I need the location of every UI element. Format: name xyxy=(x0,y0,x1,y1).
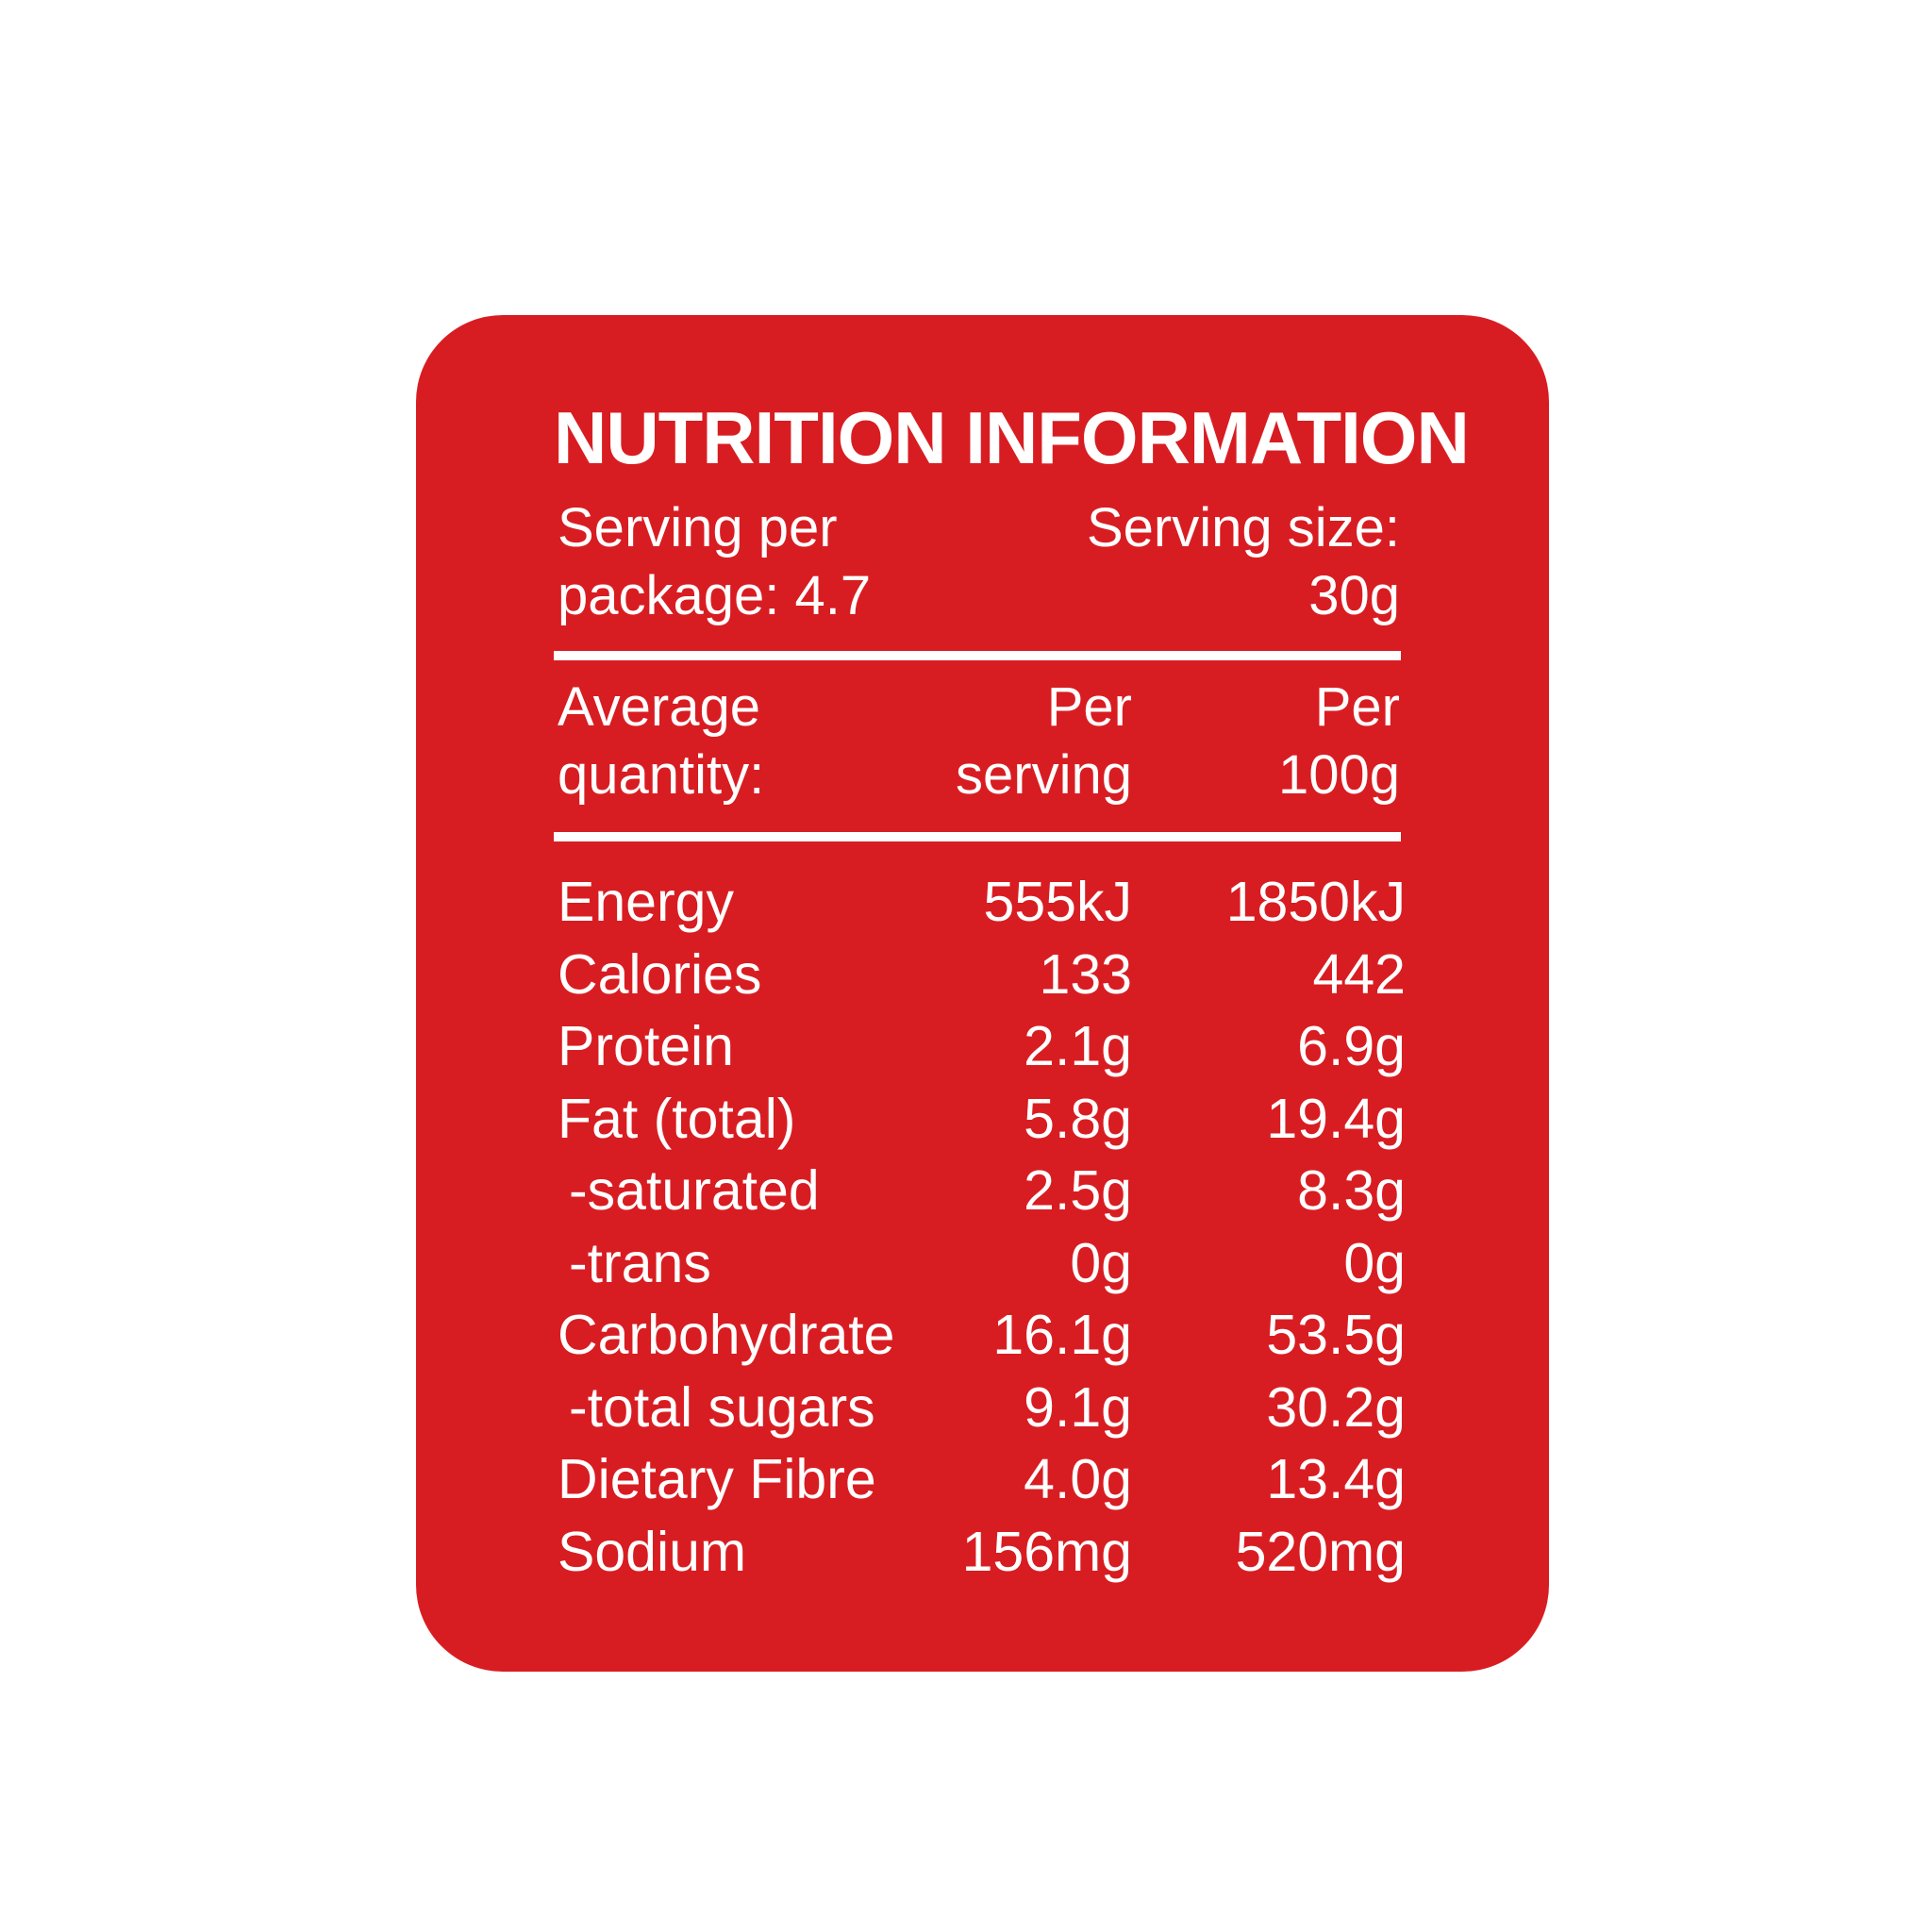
per-100g-value: 1850kJ xyxy=(1225,871,1406,933)
nutrient-name: Protein xyxy=(558,1015,734,1077)
per-100g-value: 53.5g xyxy=(1266,1304,1406,1366)
header-per-100g-line-1: Per xyxy=(1314,676,1400,738)
per-100g-value: 8.3g xyxy=(1297,1159,1406,1222)
nutrient-name: Sodium xyxy=(558,1520,747,1583)
per-serving-value: 16.1g xyxy=(992,1304,1132,1366)
per-serving-value: 156mg xyxy=(961,1520,1132,1583)
per-serving-value: 4.0g xyxy=(1024,1448,1132,1510)
table-row: -total sugars 9.1g 30.2g xyxy=(416,1372,1549,1444)
nutrient-name: -total sugars xyxy=(569,1375,875,1439)
per-100g-value: 520mg xyxy=(1235,1520,1406,1583)
table-row: Energy 555kJ 1850kJ xyxy=(416,866,1549,939)
table-row: Carbohydrate 16.1g 53.5g xyxy=(416,1299,1549,1372)
nutrition-panel: NUTRITION INFORMATION Serving per packag… xyxy=(416,315,1549,1672)
table-row: -trans 0g 0g xyxy=(416,1227,1549,1300)
header-label-line-1: Average xyxy=(558,676,760,738)
per-serving-value: 2.1g xyxy=(1024,1015,1132,1077)
table-row: Dietary Fibre 4.0g 13.4g xyxy=(416,1443,1549,1516)
table-row: Fat (total) 5.8g 19.4g xyxy=(416,1083,1549,1156)
nutrient-name: -trans xyxy=(569,1231,711,1294)
per-serving-value: 133 xyxy=(1039,942,1132,1006)
nutrient-name: Calories xyxy=(558,942,762,1006)
table-row: Calories 133 442 xyxy=(416,939,1549,1011)
per-100g-value: 0g xyxy=(1343,1231,1406,1294)
per-serving-value: 9.1g xyxy=(1024,1375,1132,1439)
serving-size-line-1: Serving size: xyxy=(1086,497,1400,558)
serving-per-package-line-1: Serving per xyxy=(558,497,838,558)
header-per-serving-line-1: Per xyxy=(1046,676,1132,738)
per-serving-value: 555kJ xyxy=(983,871,1132,933)
per-100g-value: 19.4g xyxy=(1266,1087,1406,1150)
serving-per-package-line-2: package: 4.7 xyxy=(558,565,872,626)
table-row: Protein 2.1g 6.9g xyxy=(416,1010,1549,1083)
panel-title: NUTRITION INFORMATION xyxy=(554,396,1470,479)
header-label-line-2: quantity: xyxy=(558,744,765,806)
nutrient-name: Carbohydrate xyxy=(558,1304,895,1366)
nutrient-name: Energy xyxy=(558,871,734,933)
per-serving-value: 5.8g xyxy=(1024,1087,1132,1150)
per-100g-value: 30.2g xyxy=(1266,1375,1406,1439)
table-row: Sodium 156mg 520mg xyxy=(416,1516,1549,1589)
table-row: -saturated 2.5g 8.3g xyxy=(416,1155,1549,1227)
per-serving-value: 2.5g xyxy=(1024,1159,1132,1222)
per-100g-value: 6.9g xyxy=(1297,1015,1406,1077)
header-per-serving-line-2: serving xyxy=(956,744,1132,806)
per-100g-value: 442 xyxy=(1312,942,1406,1006)
nutrient-rows: Energy 555kJ 1850kJ Calories 133 442 Pro… xyxy=(416,866,1549,1588)
divider-bottom xyxy=(554,832,1401,841)
per-100g-value: 13.4g xyxy=(1266,1448,1406,1510)
per-serving-value: 0g xyxy=(1070,1231,1132,1294)
nutrient-name: Fat (total) xyxy=(558,1087,796,1150)
header-per-100g-line-2: 100g xyxy=(1277,744,1400,806)
nutrient-name: -saturated xyxy=(569,1159,820,1222)
serving-size-line-2: 30g xyxy=(1308,565,1400,626)
divider-top xyxy=(554,651,1401,660)
nutrient-name: Dietary Fibre xyxy=(558,1448,876,1510)
